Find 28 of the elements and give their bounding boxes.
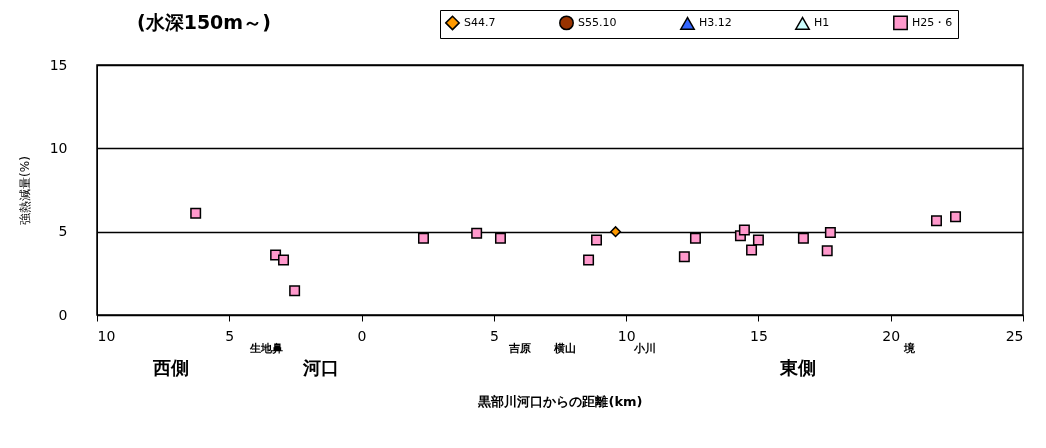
x-tick-label: 10 bbox=[617, 327, 636, 344]
x-tick-label: 0 bbox=[357, 327, 367, 344]
y-tick-label: 0 bbox=[58, 306, 68, 323]
y-axis-title: 強熱減量(%) bbox=[17, 156, 32, 225]
legend-label: H25・6 bbox=[912, 15, 953, 29]
text: 小川 bbox=[632, 342, 656, 355]
text: 東側 bbox=[779, 357, 817, 378]
y-tick-label: 5 bbox=[58, 223, 68, 240]
legend-label: S44.7 bbox=[464, 15, 496, 29]
text: 生地鼻 bbox=[248, 342, 283, 355]
x-tick-label: 25 bbox=[1005, 327, 1024, 344]
x-axis-title: 黒部川河口からの距離(km) bbox=[477, 393, 643, 409]
x-tick-label: 20 bbox=[882, 327, 901, 344]
text: 西側 bbox=[152, 357, 190, 378]
legend-label: H3.12 bbox=[699, 16, 732, 30]
x-tick-label: 15 bbox=[750, 327, 768, 344]
legend-label: S55.10 bbox=[578, 15, 617, 29]
y-tick-label: 10 bbox=[49, 139, 68, 156]
y-tick-label: 15 bbox=[49, 56, 68, 73]
text: 吉原 bbox=[508, 342, 532, 355]
x-tick-label: 5 bbox=[489, 327, 499, 344]
x-tick-label: 10 bbox=[97, 327, 116, 344]
text: 河口 bbox=[301, 357, 339, 378]
legend-label: H1 bbox=[814, 16, 830, 30]
chart-title: (水深150m～) bbox=[137, 11, 271, 33]
text: 横山 bbox=[553, 342, 577, 355]
x-tick-label: 5 bbox=[225, 327, 235, 344]
text: 境 bbox=[902, 342, 916, 355]
